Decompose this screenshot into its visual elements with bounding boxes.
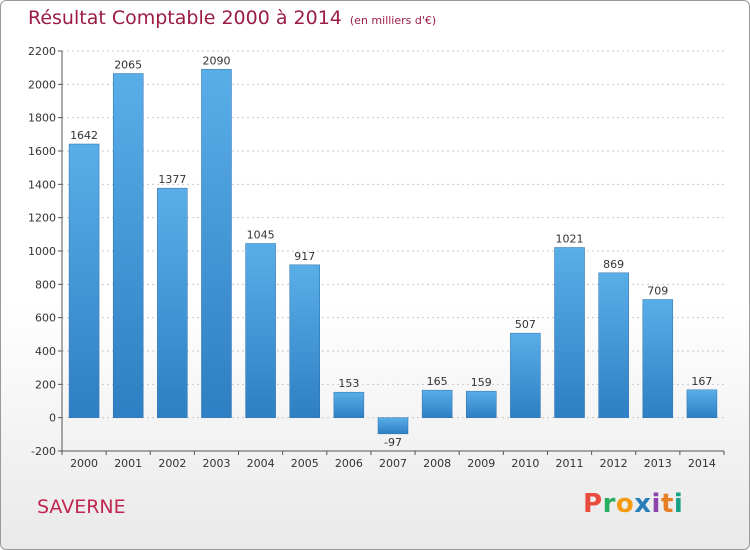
value-label: 165 (427, 375, 448, 388)
x-tick-label: 2011 (556, 457, 584, 470)
x-tick-label: 2008 (423, 457, 451, 470)
x-tick-label: 2014 (688, 457, 716, 470)
bar (510, 332, 541, 418)
value-label: 153 (338, 377, 359, 390)
value-label: 917 (294, 250, 315, 263)
x-tick-label: 2010 (511, 457, 539, 470)
bar (686, 389, 718, 418)
y-tick-labels: -200 0 200 400 600 800 1000 1200 1400 1600 1800 200… (28, 45, 56, 458)
logo-letter: o (615, 489, 635, 519)
value-label: 1021 (556, 233, 584, 246)
logo-letter: x (634, 489, 652, 519)
bars (68, 69, 718, 435)
x-tick-label: 2013 (644, 457, 672, 470)
y-tick-label: 1600 (28, 145, 56, 158)
bar (598, 272, 629, 418)
bar (157, 187, 188, 418)
y-tick-label: 800 (35, 278, 56, 291)
x-tick-label: 2004 (247, 457, 275, 470)
bar (377, 417, 409, 435)
logo-letter: i (673, 489, 684, 519)
logo-letter: t (660, 489, 674, 519)
x-tick-label: 2000 (70, 457, 98, 470)
logo-letter: i (651, 489, 661, 519)
x-tick-label: 2007 (379, 457, 407, 470)
bar (201, 69, 232, 418)
logo-letter: r (602, 489, 616, 519)
y-tick-label: -200 (31, 445, 56, 458)
y-tick-label: 600 (35, 312, 56, 325)
y-tick-label: 200 (35, 378, 56, 391)
y-tick-label: 1400 (28, 178, 56, 191)
bar (421, 389, 453, 418)
x-tick-label: 2009 (467, 457, 495, 470)
y-tick-label: 1000 (28, 245, 56, 258)
axes (58, 50, 725, 455)
x-tick-label: 2003 (202, 457, 230, 470)
value-label: 1642 (70, 129, 98, 142)
y-tick-label: 400 (35, 345, 56, 358)
proxiti-logo: Proxiti (583, 489, 683, 519)
commune-name: SAVERNE (37, 496, 126, 518)
value-label: 2090 (202, 54, 230, 67)
bar (554, 247, 585, 418)
bar (112, 73, 144, 418)
value-labels: 1642 2065 1377 2090 1045 917 153 -97 165 159 507 10… (70, 54, 712, 449)
y-tick-label: 0 (49, 412, 56, 425)
logo-letter: P (583, 489, 603, 519)
x-tick-label: 2012 (600, 457, 628, 470)
y-tick-label: 1200 (28, 212, 56, 225)
value-label: 1045 (247, 229, 275, 242)
value-label: 709 (647, 285, 668, 298)
y-tick-label: 2000 (28, 78, 56, 91)
chart-title: Résultat Comptable 2000 à 2014 (en millie… (28, 7, 437, 29)
x-tick-label: 2006 (335, 457, 363, 470)
x-tick-labels: 2000 2001 2002 2003 2004 2005 2006 2007 2008 2009… (70, 457, 716, 470)
bar (68, 143, 100, 418)
bar (245, 243, 276, 418)
value-label: 1377 (158, 173, 186, 186)
chart-subtitle: (en milliers d'€) (349, 14, 437, 27)
value-label: -97 (384, 436, 402, 449)
x-tick-label: 2005 (291, 457, 319, 470)
value-label: 159 (471, 376, 492, 389)
x-tick-label: 2001 (114, 457, 142, 470)
bar (466, 390, 497, 418)
value-label: 167 (691, 375, 712, 388)
bar (333, 391, 365, 418)
value-label: 869 (603, 258, 624, 271)
x-tick-label: 2002 (158, 457, 186, 470)
y-tick-label: 2200 (28, 45, 56, 58)
value-label: 507 (515, 318, 536, 331)
bar (289, 264, 320, 418)
bar (642, 299, 674, 418)
y-tick-label: 1800 (28, 112, 56, 125)
value-label: 2065 (114, 59, 142, 72)
